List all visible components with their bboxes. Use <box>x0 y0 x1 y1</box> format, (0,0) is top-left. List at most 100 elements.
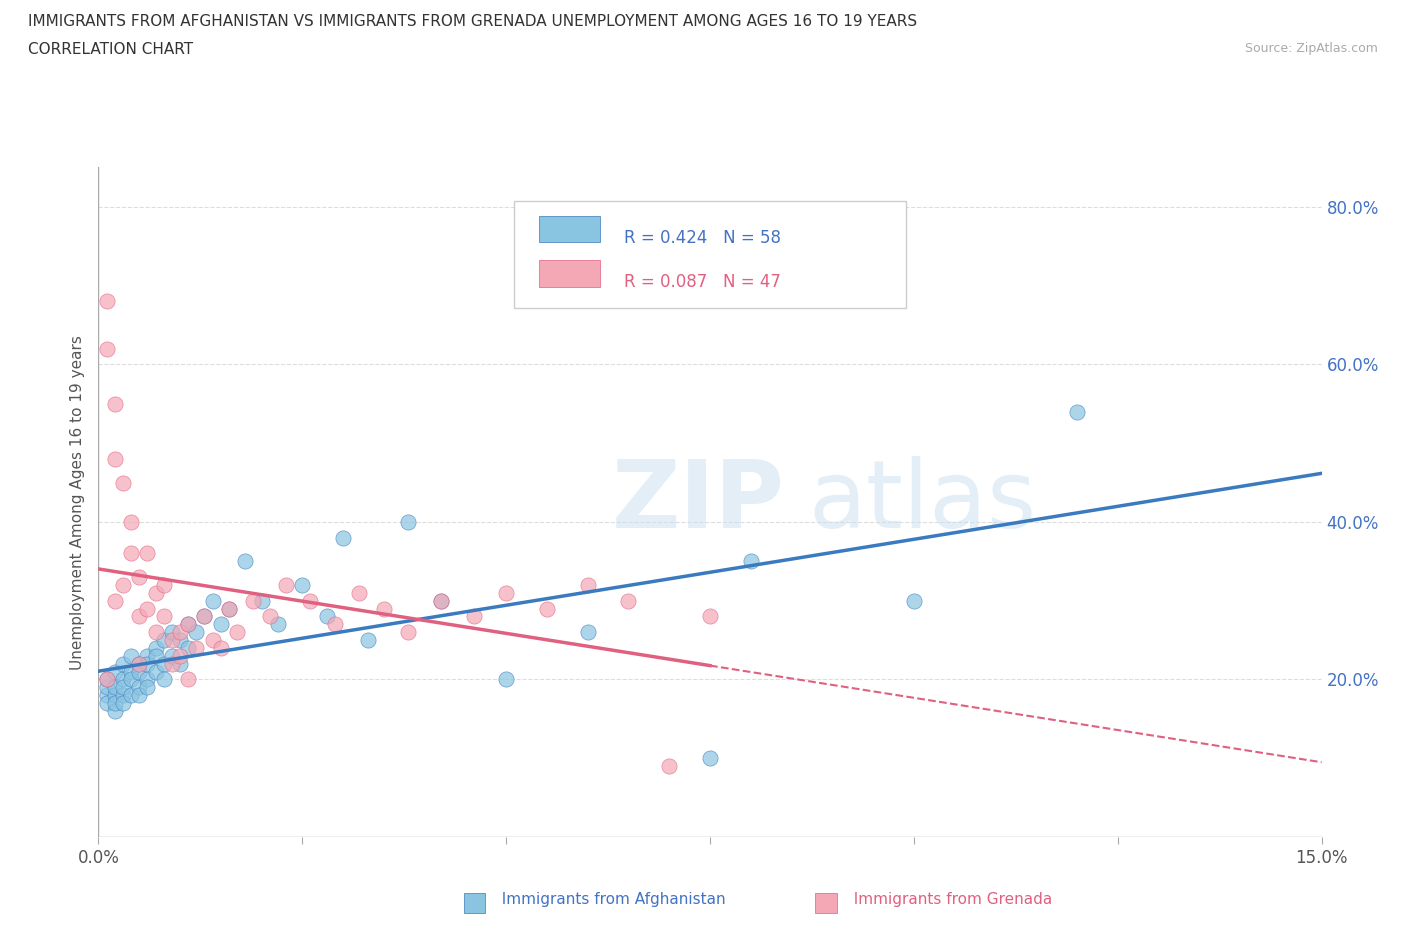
Point <box>111 680 134 695</box>
Point <box>145 625 167 640</box>
Text: R = 0.424   N = 58: R = 0.424 N = 58 <box>624 229 782 247</box>
Point <box>903 593 925 608</box>
Point <box>658 759 681 774</box>
Point <box>128 657 150 671</box>
Point <box>136 680 159 695</box>
Point <box>136 657 159 671</box>
Point <box>128 609 150 624</box>
Point <box>145 641 167 656</box>
Point <box>136 546 159 561</box>
Bar <box>538 216 600 243</box>
Point <box>136 648 159 663</box>
Point <box>96 294 118 309</box>
Point <box>169 657 191 671</box>
Point <box>233 554 256 569</box>
Text: IMMIGRANTS FROM AFGHANISTAN VS IMMIGRANTS FROM GRENADA UNEMPLOYMENT AMONG AGES 1: IMMIGRANTS FROM AFGHANISTAN VS IMMIGRANT… <box>28 14 917 29</box>
Point <box>111 696 134 711</box>
Text: ZIP: ZIP <box>612 457 785 548</box>
Point <box>274 578 297 592</box>
Point <box>160 625 183 640</box>
Point <box>128 657 150 671</box>
Point <box>169 632 191 647</box>
Point <box>332 530 354 545</box>
Point <box>218 601 240 616</box>
Point <box>396 625 419 640</box>
Point <box>160 632 183 647</box>
Point <box>315 609 337 624</box>
Point <box>177 617 200 631</box>
Point <box>201 632 224 647</box>
Point <box>96 688 118 703</box>
Point <box>128 664 150 679</box>
Point <box>120 672 142 687</box>
Point <box>617 593 640 608</box>
Point <box>177 617 200 631</box>
Point <box>291 578 314 592</box>
Point <box>120 648 142 663</box>
Point <box>145 585 167 600</box>
Point <box>104 593 127 608</box>
Point <box>323 617 346 631</box>
Point <box>218 601 240 616</box>
Point <box>259 609 281 624</box>
Point <box>495 585 517 600</box>
Point <box>430 593 453 608</box>
Point <box>430 593 453 608</box>
Point <box>209 617 232 631</box>
Point <box>495 672 517 687</box>
Point <box>186 641 208 656</box>
Point <box>177 672 200 687</box>
Text: Immigrants from Grenada: Immigrants from Grenada <box>844 892 1052 907</box>
Point <box>576 578 599 592</box>
Text: CORRELATION CHART: CORRELATION CHART <box>28 42 193 57</box>
Point <box>250 593 273 608</box>
Y-axis label: Unemployment Among Ages 16 to 19 years: Unemployment Among Ages 16 to 19 years <box>69 335 84 670</box>
Point <box>169 625 191 640</box>
Point <box>111 657 134 671</box>
Point <box>226 625 249 640</box>
Point <box>96 341 118 356</box>
Text: R = 0.087   N = 47: R = 0.087 N = 47 <box>624 273 782 291</box>
Point <box>267 617 290 631</box>
Point <box>193 609 215 624</box>
Point <box>120 546 142 561</box>
Point <box>120 688 142 703</box>
FancyBboxPatch shape <box>515 201 905 308</box>
Point <box>111 578 134 592</box>
Point <box>193 609 215 624</box>
Point <box>145 648 167 663</box>
Point <box>740 554 762 569</box>
Point <box>299 593 322 608</box>
Point <box>96 672 118 687</box>
Point <box>120 514 142 529</box>
Point <box>186 625 208 640</box>
Point <box>111 475 134 490</box>
Bar <box>538 259 600 286</box>
Point <box>349 585 371 600</box>
Point <box>356 632 378 647</box>
Point <box>463 609 485 624</box>
Point <box>128 680 150 695</box>
Point <box>104 688 127 703</box>
Point <box>373 601 395 616</box>
Point <box>145 664 167 679</box>
Point <box>699 609 721 624</box>
Point <box>536 601 558 616</box>
Point <box>576 625 599 640</box>
Point <box>104 696 127 711</box>
Point <box>128 569 150 584</box>
Text: Source: ZipAtlas.com: Source: ZipAtlas.com <box>1244 42 1378 55</box>
Point <box>160 657 183 671</box>
Point <box>104 703 127 718</box>
Text: atlas: atlas <box>808 457 1036 548</box>
Point <box>96 696 118 711</box>
Point <box>104 451 127 466</box>
Point <box>96 680 118 695</box>
Point <box>136 672 159 687</box>
Point <box>152 609 174 624</box>
Point <box>96 672 118 687</box>
Point <box>152 578 174 592</box>
Point <box>699 751 721 765</box>
Point <box>160 648 183 663</box>
Point <box>1066 405 1088 419</box>
